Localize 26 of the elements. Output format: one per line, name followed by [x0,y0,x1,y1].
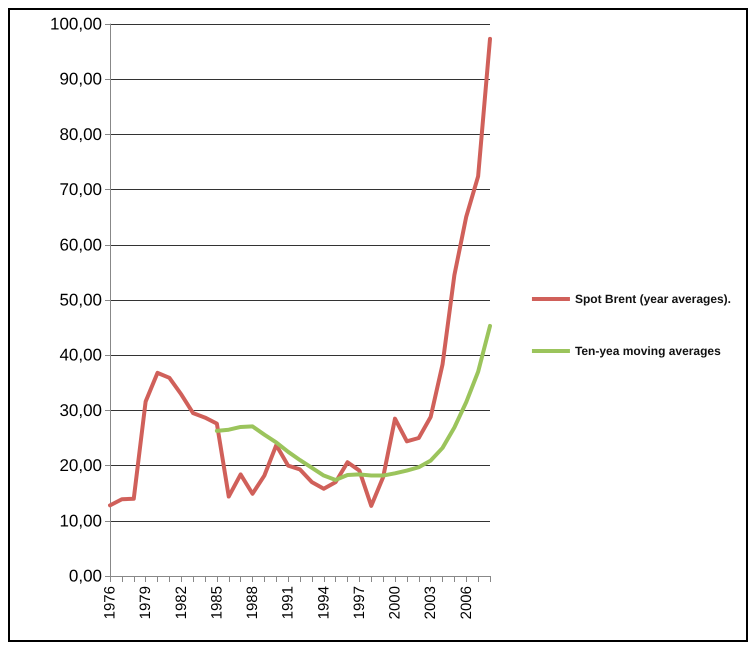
x-tick-label: 1991 [280,586,297,620]
y-tick-label: 60,00 [59,235,102,254]
x-tick-label: 1994 [315,586,332,620]
x-tick-label: 2000 [386,586,404,620]
y-tick-label: 30,00 [59,400,102,420]
y-tick-label: 50,00 [59,290,102,310]
x-tick-label: 1997 [350,586,368,620]
x-tick-label: 2003 [422,586,440,620]
y-tick-label: 0,00 [68,566,102,586]
y-tick-label: 40,00 [59,346,102,365]
legend-label: Spot Brent (year averages). [574,292,732,306]
line-series [108,36,492,508]
line-series [214,324,492,482]
x-tick-label: 1985 [208,586,226,620]
x-tick-label: 2006 [458,586,475,620]
y-tick-label: 10,00 [59,511,102,530]
y-tick-label: 20,00 [59,456,102,476]
x-tick-label: 1982 [172,586,190,620]
y-tick-label: 100,00 [50,14,102,34]
y-tick-label: 90,00 [59,70,102,89]
x-tick-label: 1979 [137,586,154,620]
x-tick-label: 1976 [102,586,118,620]
legend-label: Ten-yea moving averages [574,344,722,358]
y-tick-label: 80,00 [59,124,102,144]
x-tick-label: 1988 [244,586,261,620]
y-tick-label: 70,00 [59,180,102,200]
